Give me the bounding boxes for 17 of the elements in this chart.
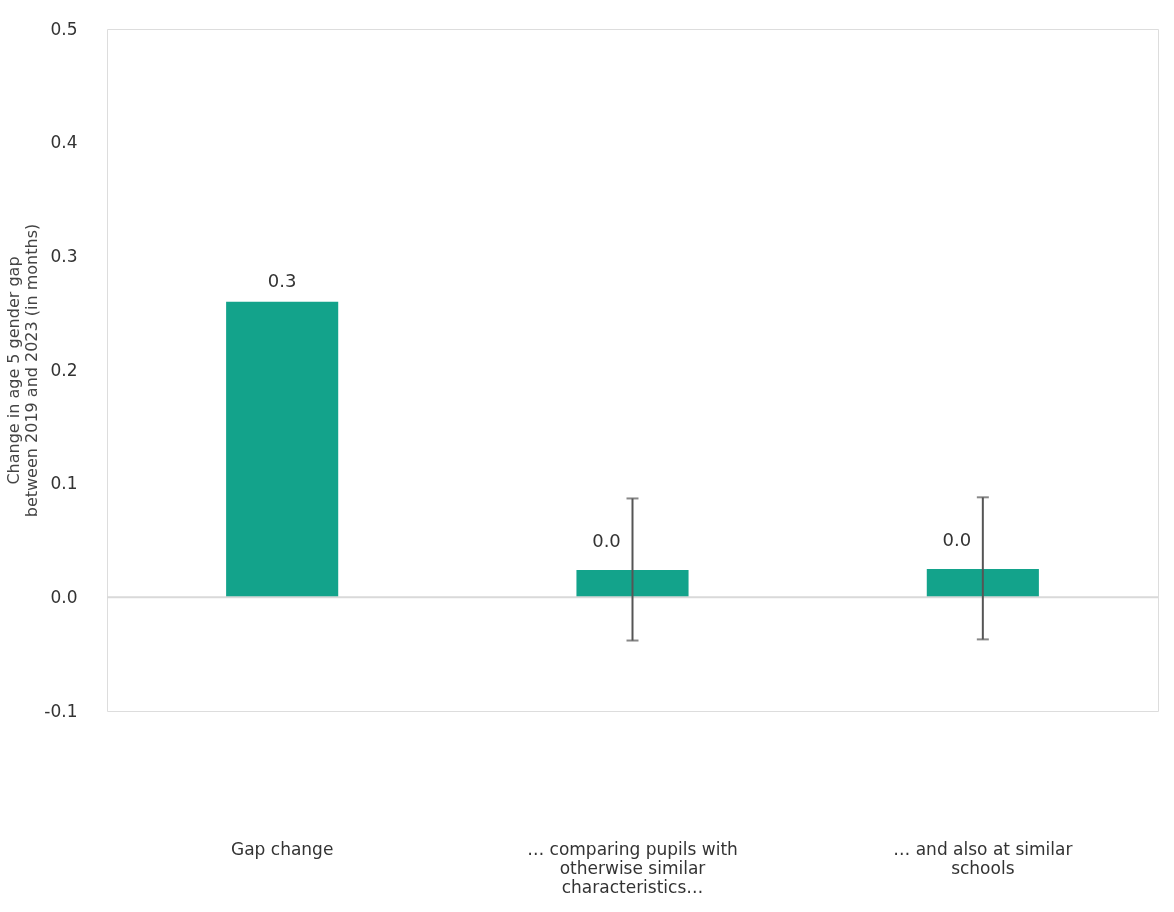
- bar: [926, 568, 1039, 598]
- data-label: 0.3: [267, 269, 297, 291]
- y-tick-label: 0.4: [50, 132, 78, 153]
- bar: [576, 570, 689, 598]
- x-tick-label: … comparing pupils with otherwise similar characteristics…: [527, 838, 738, 897]
- y-tick-label: 0.1: [50, 473, 78, 494]
- y-axis-title: Change in age 5 gender gap between 2019 and 2023 (in months): [4, 223, 42, 518]
- x-tick-label: … and also at similar schools: [893, 838, 1073, 878]
- y-tick-label: 0.3: [50, 245, 78, 266]
- y-tick-label: -0.1: [44, 700, 78, 721]
- y-tick-label: 0.2: [50, 359, 78, 380]
- data-label: 0.0: [592, 530, 621, 552]
- x-tick-label: Gap change: [230, 838, 334, 859]
- y-tick-label: 0.5: [50, 18, 78, 39]
- data-label: 0.0: [942, 528, 972, 550]
- bar: [226, 301, 339, 598]
- y-tick-label: 0.0: [50, 586, 78, 607]
